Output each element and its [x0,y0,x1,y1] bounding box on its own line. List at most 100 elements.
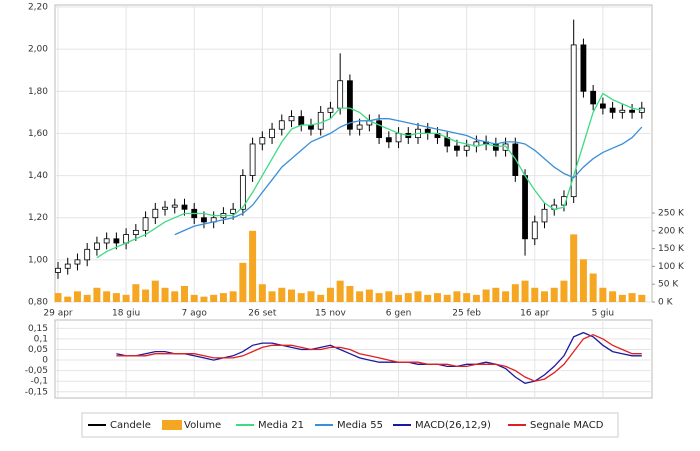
volume-bar [288,289,296,302]
main-frame [54,4,653,303]
volume-bar [628,293,636,302]
legend-label: Segnale MACD [530,420,604,431]
x-tick-label: 16 apr [520,309,550,319]
volume-bar [161,287,169,302]
legend-item[interactable]: Candele [88,420,151,431]
volume-bar [190,294,198,302]
candle-body [113,238,120,244]
legend-item[interactable]: Media 21 [236,420,304,431]
candle-body [454,145,460,151]
x-tick-label: 25 feb [452,309,481,319]
volume-bar [258,284,266,302]
candle-body [239,175,246,210]
volume-bar [122,294,130,302]
y-tick-label: 1,00 [28,255,48,265]
x-tick-label: 26 set [248,309,277,319]
volume-bar [171,291,179,302]
volume-bar [375,293,383,302]
legend-item[interactable]: Volume [162,420,221,431]
volume-bar [541,291,548,302]
volume-bar [365,289,373,302]
y2-tick-label: 250 K [658,209,685,219]
y2-tick-label: 0 K [658,298,674,308]
volume-bar [249,230,257,302]
volume-bar [180,285,188,302]
candle-body [181,204,188,210]
legend-label: Volume [184,420,221,431]
y-tick-label: 0,05 [28,345,48,355]
y-tick-label: 1,40 [28,171,48,181]
y-tick-label: -0,15 [25,387,48,397]
legend-item[interactable]: MACD(26,12,9) [393,420,491,431]
y-tick-label: -0,05 [25,366,48,376]
candle-body [74,259,81,265]
candle-body [599,103,606,109]
volume-bar [103,291,111,302]
volume-bar [142,289,150,302]
candle-body [570,44,577,198]
macd-line [116,333,642,382]
volume-bar [609,291,617,302]
volume-bar [210,294,218,302]
y-tick-label: 1,80 [28,87,48,97]
candle-body [590,90,597,105]
volume-bar [618,294,626,302]
candle-body [298,116,305,126]
volume-bar [560,280,568,302]
candle-body [288,116,295,122]
y2-tick-label: 100 K [658,262,685,272]
volume-bar [599,287,607,302]
volume-bar [326,287,334,302]
legend-label: Candele [110,420,151,431]
volume-bar [424,294,432,302]
volume-bar [511,284,519,302]
candle-body [522,175,528,240]
x-tick-label: 6 gen [386,309,412,319]
volume-bar [463,293,471,302]
volume-bar [433,293,441,302]
volume-bar [492,287,500,302]
volume-bar [200,296,208,302]
candle-body [463,145,470,151]
x-tick-label: 7 ago [182,309,208,319]
volume-bar [239,262,247,302]
candle-body [609,107,616,113]
volume-bar [589,273,597,302]
volume-bar [356,291,364,302]
candle-body [249,143,256,176]
candle-body [162,206,168,210]
macd-frame [54,319,653,399]
volume-bar [73,291,81,302]
volume-bar [453,291,461,302]
candle-body [317,111,324,130]
candle-body [152,208,159,219]
candle-body [376,120,382,139]
y-tick-label: 0 [42,356,48,366]
volume-bar [229,291,237,302]
y2-tick-label: 200 K [658,226,685,236]
volume-bar [531,287,539,302]
legend-swatch [162,420,182,430]
volume-bar [132,284,140,302]
candle-body [278,120,285,130]
candle-body [269,128,275,139]
volume-bar [414,291,422,302]
y-tick-label: 0,80 [28,298,48,308]
candle-body [94,242,100,250]
candle-body [132,229,139,235]
y2-tick-label: 150 K [658,244,685,254]
candle-body [327,107,334,113]
volume-bar [219,293,227,302]
y-tick-label: 2,00 [28,45,48,55]
y-tick-label: 1,60 [28,129,48,139]
volume-bar [346,285,354,302]
volume-bar [502,291,510,302]
x-tick-label: 29 apr [43,309,73,319]
volume-bar [93,287,101,302]
candle-body [356,124,363,130]
legend-item[interactable]: Media 55 [315,420,383,431]
volume-bar [83,294,91,302]
legend-item[interactable]: Segnale MACD [508,420,604,431]
volume-bar [151,280,159,302]
volume-bar [638,294,646,302]
